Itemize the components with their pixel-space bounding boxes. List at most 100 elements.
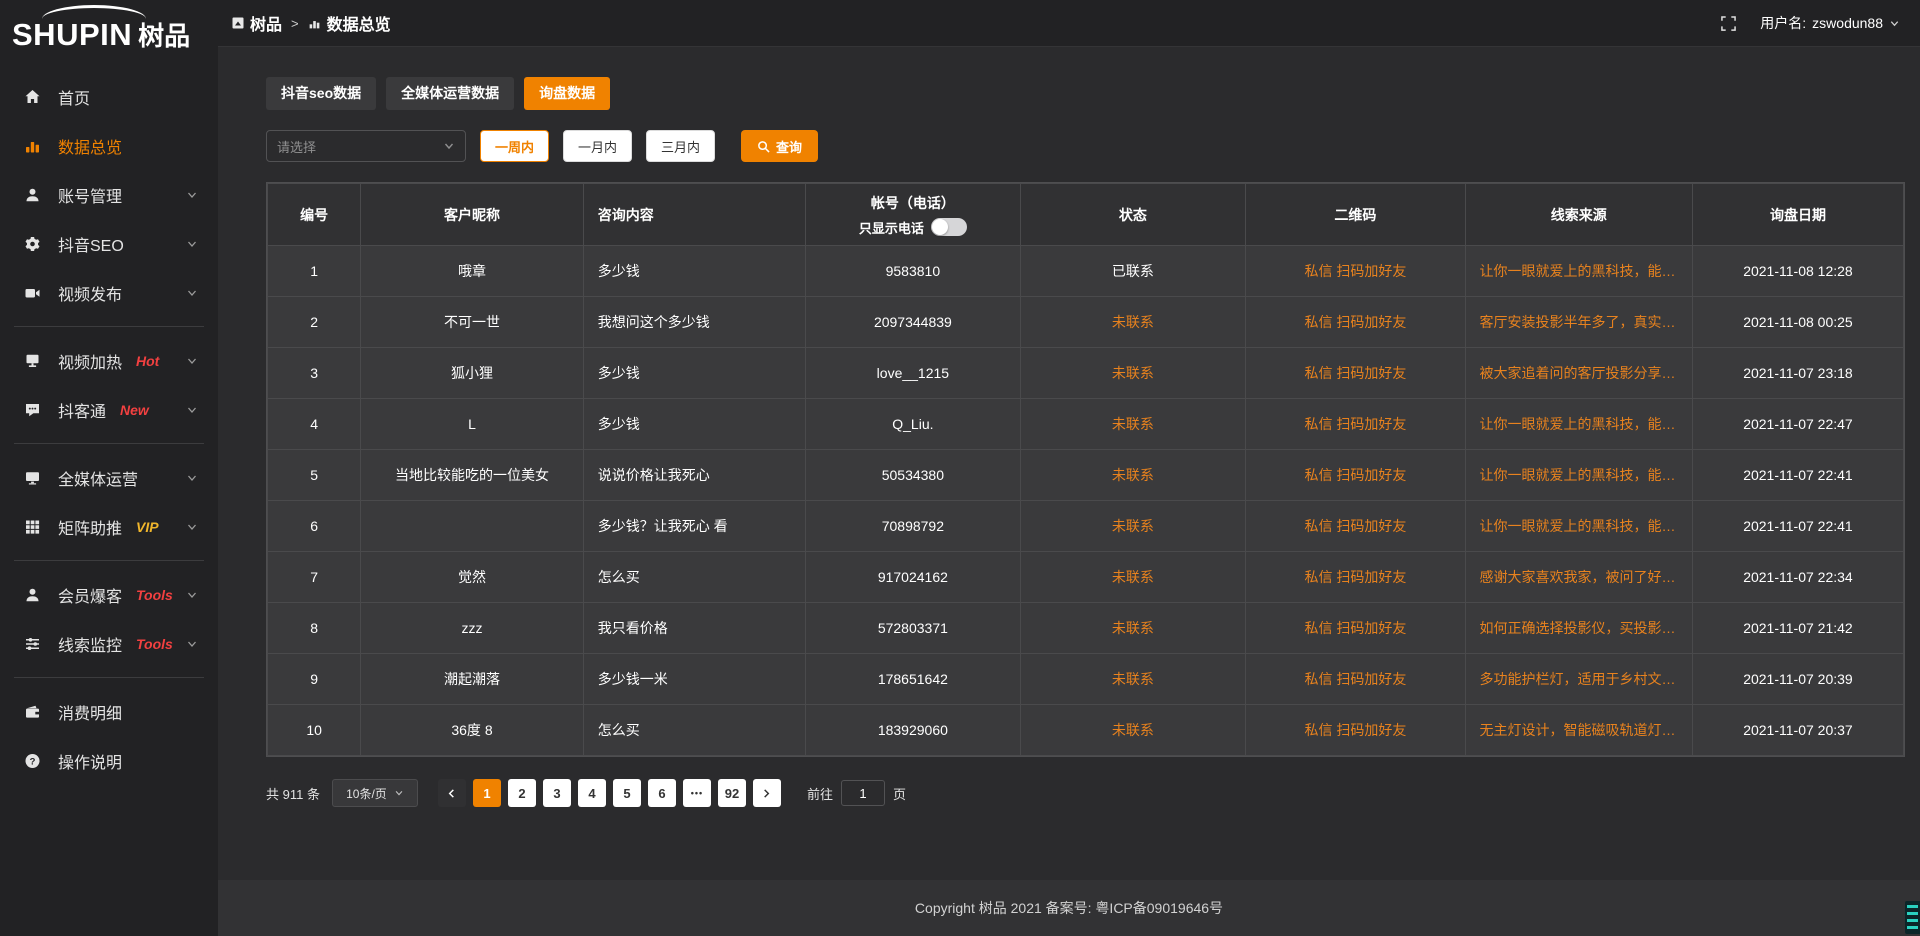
sidebar-item-label: 视频发布 <box>58 286 123 304</box>
fullscreen-icon[interactable] <box>1721 15 1737 31</box>
breadcrumb-separator: > <box>291 15 299 31</box>
cell-qrcode-link[interactable]: 私信 扫码加好友 <box>1245 704 1466 756</box>
table-row: 8 zzz 我只看价格 572803371 未联系 私信 扫码加好友 如何正确选择投影仪，买… <box>266 602 1905 654</box>
cell-no: 7 <box>266 551 362 603</box>
cell-status: 未联系 <box>1019 653 1247 705</box>
sidebar-item-home[interactable]: 首页 <box>0 72 218 121</box>
sidebar-item-douyin-seo[interactable]: 抖音SEO <box>0 219 218 268</box>
cell-account: 178651642 <box>805 653 1021 705</box>
cell-source-link[interactable]: 让你一眼就爱上的黑科技，能… <box>1464 500 1693 552</box>
sidebar-item-operation-guide[interactable]: ? 操作说明 <box>0 736 218 785</box>
cell-qrcode-link[interactable]: 私信 扫码加好友 <box>1245 551 1466 603</box>
cell-source-link[interactable]: 让你一眼就爱上的黑科技，能… <box>1464 245 1693 297</box>
cell-qrcode-link[interactable]: 私信 扫码加好友 <box>1245 653 1466 705</box>
breadcrumb-item-root[interactable]: 树品 <box>232 11 282 35</box>
range-button-one-week[interactable]: 一周内 <box>480 130 550 162</box>
sidebar-item-douketong[interactable]: 抖客通 New <box>0 385 218 434</box>
sidebar-item-label: 抖音SEO <box>58 237 124 255</box>
cell-qrcode-link[interactable]: 私信 扫码加好友 <box>1245 449 1466 501</box>
sidebar-divider <box>14 677 204 678</box>
breadcrumb-item-current[interactable]: 数据总览 <box>308 11 391 35</box>
cell-nickname <box>360 500 584 552</box>
cell-nickname: 不可一世 <box>360 296 584 348</box>
cell-qrcode-link[interactable]: 私信 扫码加好友 <box>1245 347 1466 399</box>
sidebar-item-clue-monitor[interactable]: 线索监控 Tools <box>0 619 218 668</box>
page-size-select[interactable]: 10条/页 <box>331 779 418 807</box>
page-button-2[interactable]: 2 <box>507 779 536 807</box>
cell-status: 未联系 <box>1019 296 1247 348</box>
cell-source-link[interactable]: 感谢大家喜欢我家，被问了好… <box>1464 551 1693 603</box>
cell-content: 怎么买 <box>582 551 807 603</box>
cell-source-link[interactable]: 无主灯设计，智能磁吸轨道灯… <box>1464 704 1693 756</box>
tab-inquiry-data[interactable]: 询盘数据 <box>524 77 611 110</box>
cell-qrcode-link[interactable]: 私信 扫码加好友 <box>1245 398 1466 450</box>
sidebar-item-account-manage[interactable]: 账号管理 <box>0 170 218 219</box>
user-menu[interactable]: 用户名: zswodun88 <box>1760 13 1900 33</box>
page-button-5[interactable]: 5 <box>612 779 641 807</box>
col-account: 帐号（电话） 只显示电话 <box>805 183 1021 246</box>
sidebar-item-omnimedia[interactable]: 全媒体运营 <box>0 453 218 502</box>
sidebar-item-label: 会员爆客 <box>58 588 123 606</box>
query-button[interactable]: 查询 <box>741 130 819 162</box>
toggle-knob <box>931 219 948 235</box>
user-icon <box>24 186 43 203</box>
cell-status: 已联系 <box>1019 245 1247 297</box>
chevron-down-icon <box>186 638 198 650</box>
cell-status: 未联系 <box>1019 449 1247 501</box>
table-header-row: 编号 客户昵称 咨询内容 帐号（电话） 只显示电话 状态 二维码 线索来源 询盘… <box>266 183 1905 246</box>
cell-qrcode-link[interactable]: 私信 扫码加好友 <box>1245 245 1466 297</box>
cell-qrcode-link[interactable]: 私信 扫码加好友 <box>1245 296 1466 348</box>
phone-only-toggle[interactable] <box>930 218 967 236</box>
cell-source-link[interactable]: 如何正确选择投影仪，买投影… <box>1464 602 1693 654</box>
sidebar-item-data-overview[interactable]: 数据总览 <box>0 121 218 170</box>
filter-select[interactable]: 请选择 <box>266 130 466 162</box>
cell-source-link[interactable]: 让你一眼就爱上的黑科技，能… <box>1464 398 1693 450</box>
next-page-button[interactable] <box>752 779 781 807</box>
cell-qrcode-link[interactable]: 私信 扫码加好友 <box>1245 602 1466 654</box>
cell-date: 2021-11-07 20:39 <box>1691 653 1905 705</box>
tab-douyin-seo-data[interactable]: 抖音seo数据 <box>266 77 377 110</box>
sidebar-item-matrix-boost[interactable]: 矩阵助推 VIP <box>0 502 218 551</box>
cell-account: 50534380 <box>805 449 1021 501</box>
cell-no: 8 <box>266 602 362 654</box>
page-button-1[interactable]: 1 <box>472 779 501 807</box>
table-row: 9 潮起潮落 多少钱一米 178651642 未联系 私信 扫码加好友 多功能护栏灯，适用于… <box>266 653 1905 705</box>
sidebar-item-label: 抖客通 <box>58 403 107 421</box>
sidebar-divider <box>14 443 204 444</box>
cell-nickname: 觉然 <box>360 551 584 603</box>
sidebar-item-consume-detail[interactable]: 消费明细 <box>0 687 218 736</box>
page-button-3[interactable]: 3 <box>542 779 571 807</box>
range-button-three-month[interactable]: 三月内 <box>646 130 716 162</box>
sidebar-item-video-heat[interactable]: 视频加热 Hot <box>0 336 218 385</box>
sidebar-nav: 首页 数据总览 账号管理抖音SEO 视频发布视频加热 Hot 抖客通 New 全媒体运营 矩阵助… <box>0 72 218 785</box>
prev-page-button[interactable] <box>437 779 466 807</box>
table-row: 10 36度 8 怎么买 183929060 未联系 私信 扫码加好友 无主灯设计，智能磁吸… <box>266 704 1905 756</box>
sidebar-item-member-baoke[interactable]: 会员爆客 Tools <box>0 570 218 619</box>
floating-widget[interactable] <box>1905 901 1920 934</box>
page-buttons: 1 2 3 4 5 6 ••• 92 <box>466 779 746 807</box>
cell-source-link[interactable]: 让你一眼就爱上的黑科技，能… <box>1464 449 1693 501</box>
cell-source-link[interactable]: 多功能护栏灯，适用于乡村文… <box>1464 653 1693 705</box>
cell-content: 多少钱一米 <box>582 653 807 705</box>
gear-icon <box>24 235 43 252</box>
col-nickname: 客户昵称 <box>360 183 584 246</box>
range-button-one-month[interactable]: 一月内 <box>563 130 633 162</box>
cell-qrcode-link[interactable]: 私信 扫码加好友 <box>1245 500 1466 552</box>
breadcrumb: 树品 > 数据总览 <box>232 11 391 35</box>
cell-source-link[interactable]: 客厅安装投影半年多了，真实… <box>1464 296 1693 348</box>
page-button-6[interactable]: 6 <box>647 779 676 807</box>
data-tabs: 抖音seo数据 全媒体运营数据 询盘数据 <box>266 77 1905 110</box>
cell-source-link[interactable]: 被大家追着问的客厅投影分享… <box>1464 347 1693 399</box>
chevron-down-icon <box>186 287 198 299</box>
cell-nickname: 当地比较能吃的一位美女 <box>360 449 584 501</box>
goto-page-input[interactable] <box>840 780 885 806</box>
sidebar-item-video-publish[interactable]: 视频发布 <box>0 268 218 317</box>
logo: SHUPIN 树品 <box>0 0 218 58</box>
page-button-4[interactable]: 4 <box>577 779 606 807</box>
cell-status: 未联系 <box>1019 398 1247 450</box>
cell-date: 2021-11-08 12:28 <box>1691 245 1905 297</box>
page-ellipsis-button[interactable]: ••• <box>682 779 711 807</box>
cell-account: 9583810 <box>805 245 1021 297</box>
tab-omnimedia-data[interactable]: 全媒体运营数据 <box>386 77 515 110</box>
page-button-92[interactable]: 92 <box>717 779 746 807</box>
